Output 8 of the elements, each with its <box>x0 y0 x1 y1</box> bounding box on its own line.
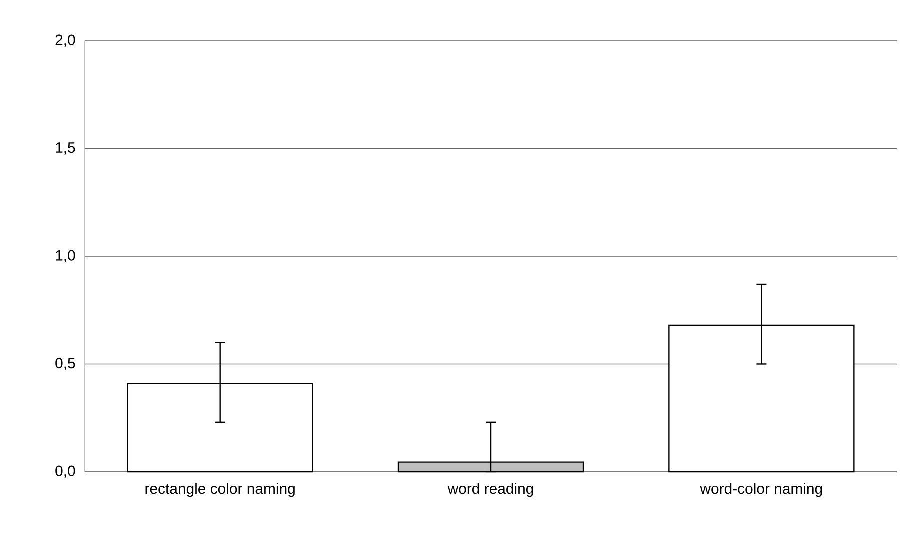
y-tick-label: 1,5 <box>56 142 76 155</box>
y-tick-label: 2,0 <box>56 34 76 48</box>
y-tick-label: 0,0 <box>56 466 76 478</box>
x-tick-label: word reading <box>448 483 534 498</box>
x-tick-label: rectangle color naming <box>146 483 295 498</box>
y-tick-label: 1,0 <box>56 250 76 263</box>
x-tick-label: word-color naming <box>700 483 822 498</box>
y-tick-label: 0,5 <box>56 358 76 370</box>
